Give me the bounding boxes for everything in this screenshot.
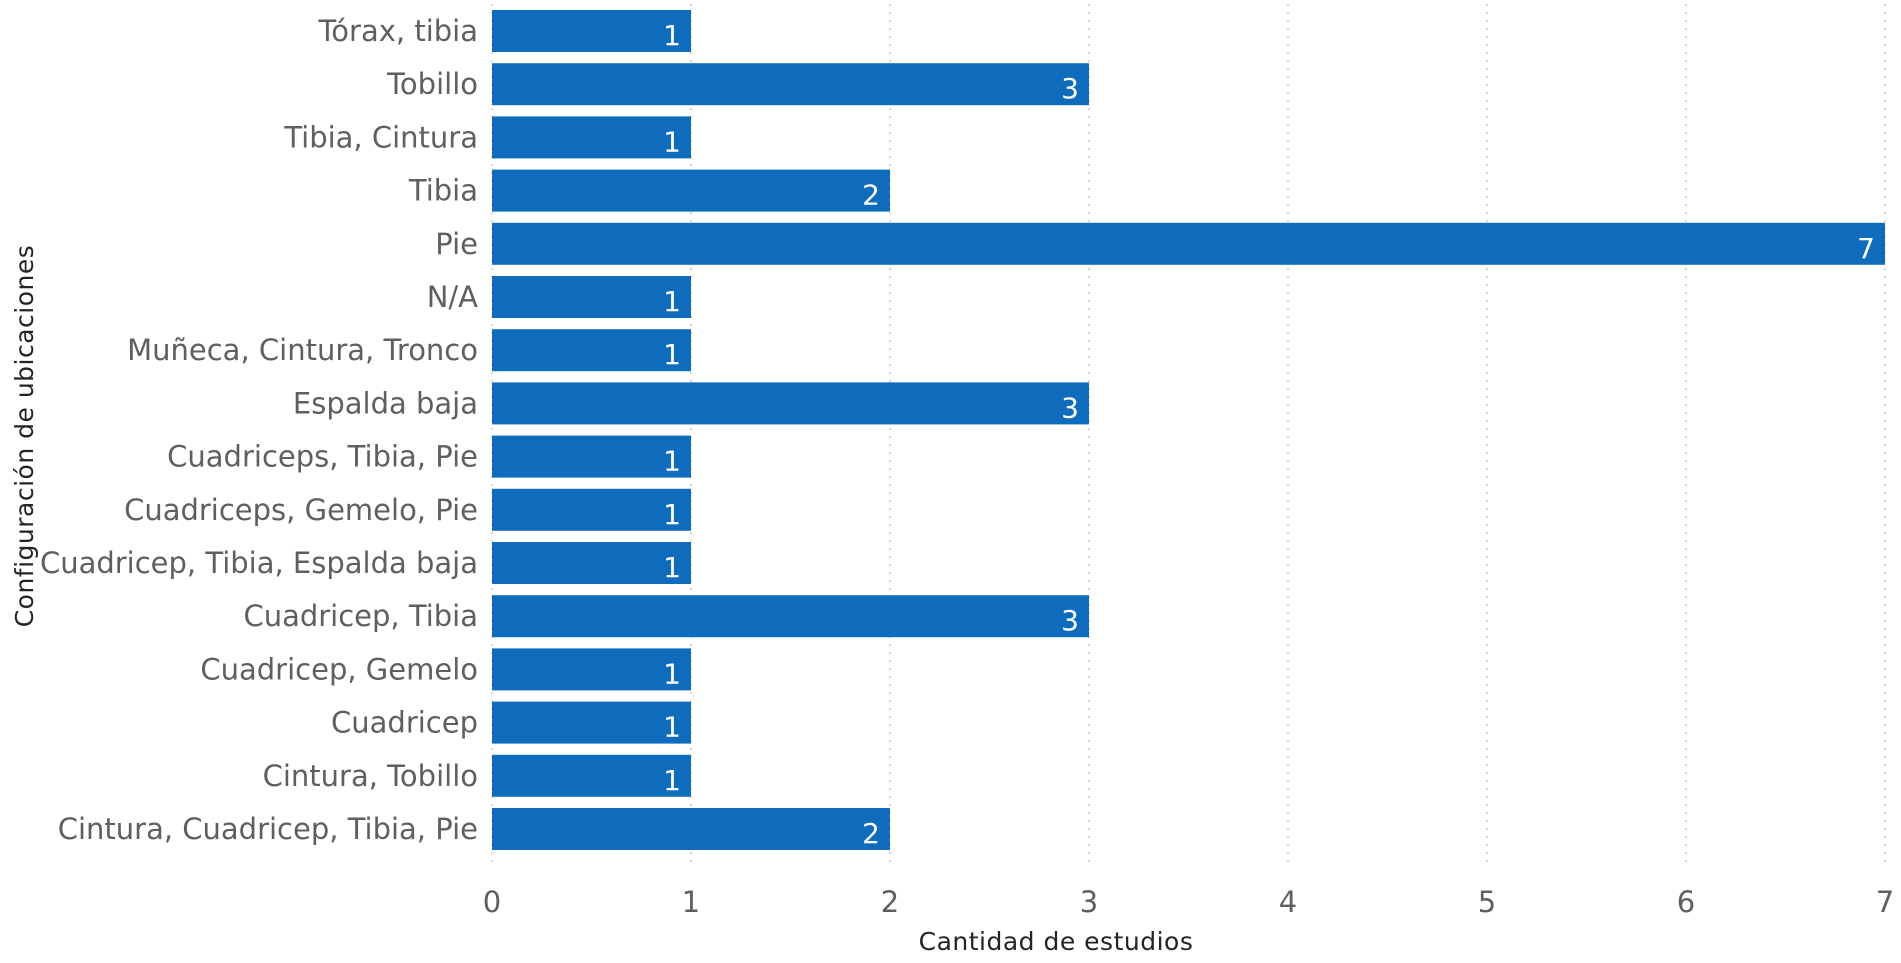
category-label: Cuadricep, Tibia <box>243 599 478 633</box>
category-label: Cuadricep, Gemelo <box>200 652 478 686</box>
bar-value-label: 1 <box>663 125 681 158</box>
x-axis-title: Cantidad de estudios <box>919 927 1194 956</box>
bar-value-label: 1 <box>663 285 681 318</box>
bar <box>492 222 1885 265</box>
category-label: Cuadricep, Tibia, Espalda baja <box>40 546 478 580</box>
x-tick-label: 2 <box>881 885 899 919</box>
bar <box>492 542 691 584</box>
bar <box>492 701 691 744</box>
category-label: Cuadriceps, Gemelo, Pie <box>124 493 478 527</box>
category-labels: Tórax, tibia Tobillo Tibia, Cintura Tibia Pi… <box>40 14 478 846</box>
bar-value-label: 3 <box>1061 72 1079 105</box>
x-tick-label: 5 <box>1478 885 1496 919</box>
category-label: Muñeca, Cintura, Tronco <box>127 333 478 367</box>
category-label: Cuadricep <box>331 706 478 740</box>
bar <box>492 382 1089 425</box>
category-label: Pie <box>435 227 478 261</box>
bar-value-label: 1 <box>663 498 681 531</box>
category-label: Espalda baja <box>293 386 478 420</box>
bar <box>492 10 691 52</box>
bar-value-label: 1 <box>663 711 681 744</box>
bar-value-label: 7 <box>1857 232 1875 265</box>
x-tick-label: 3 <box>1080 885 1098 919</box>
bar <box>492 329 691 372</box>
bars <box>492 10 1885 850</box>
x-tick-label: 0 <box>483 885 501 919</box>
x-tick-label: 4 <box>1279 885 1297 919</box>
data-labels: 1 3 1 2 7 1 1 3 1 1 1 3 1 1 1 2 <box>663 19 1875 850</box>
bar-value-label: 1 <box>663 19 681 52</box>
bar <box>492 435 691 478</box>
x-tick-label: 7 <box>1876 885 1894 919</box>
bar-value-label: 3 <box>1061 604 1079 637</box>
bar-value-label: 2 <box>862 179 880 212</box>
bar <box>492 648 691 691</box>
x-tick-label: 1 <box>682 885 700 919</box>
bar <box>492 169 890 212</box>
bar <box>492 595 1089 638</box>
bar-value-label: 1 <box>663 445 681 478</box>
category-label: Cuadriceps, Tibia, Pie <box>167 440 478 474</box>
bar-value-label: 3 <box>1061 391 1079 424</box>
bar-value-label: 1 <box>663 764 681 797</box>
category-label: Cintura, Cuadricep, Tibia, Pie <box>58 812 478 846</box>
x-tick-label: 6 <box>1677 885 1695 919</box>
bar-value-label: 1 <box>663 657 681 690</box>
category-label: Tibia <box>408 174 478 208</box>
bar <box>492 276 691 318</box>
category-label: Cintura, Tobillo <box>263 759 478 793</box>
bar-value-label: 1 <box>663 338 681 371</box>
bar <box>492 754 691 797</box>
x-axis-tick-labels: 0 1 2 3 4 5 6 7 <box>483 885 1894 919</box>
bar-value-label: 1 <box>663 551 681 584</box>
bar <box>492 116 691 159</box>
bar <box>492 488 691 531</box>
bar-value-label: 2 <box>862 817 880 850</box>
bar <box>492 63 1089 106</box>
category-label: Tobillo <box>386 67 478 101</box>
category-label: Tórax, tibia <box>318 14 479 48</box>
gridlines <box>491 4 1886 862</box>
category-label: Tibia, Cintura <box>283 120 478 154</box>
y-axis-title: Configuración de ubicaciones <box>10 245 39 628</box>
category-label: N/A <box>427 280 478 314</box>
bar <box>492 808 890 850</box>
